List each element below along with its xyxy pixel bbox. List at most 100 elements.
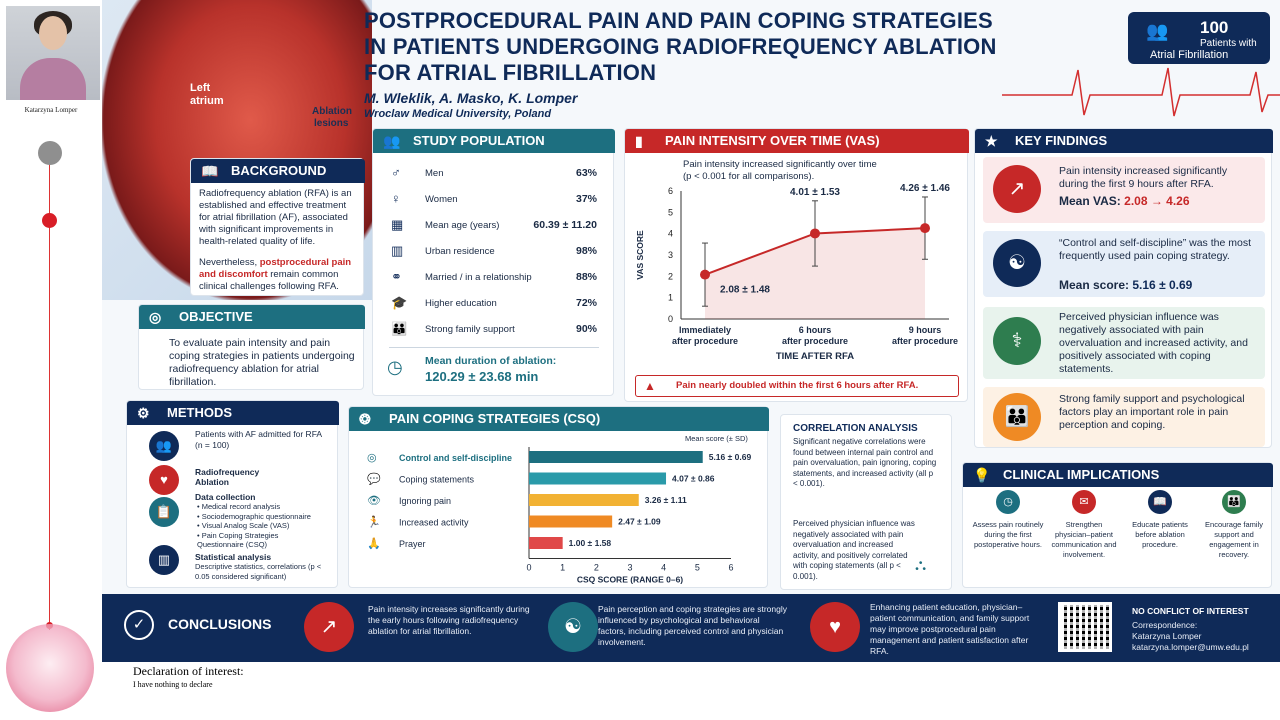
area-fill <box>705 228 925 319</box>
y-tick-label: 1 <box>668 293 673 303</box>
head-brain-icon: ☯ <box>548 602 598 652</box>
brain-icon: ❂ <box>359 411 371 427</box>
population-value: 60.39 ± 11.20 <box>533 219 597 231</box>
data-label: 3.26 ± 1.11 <box>645 495 687 505</box>
x-tick-label: 0 <box>526 563 531 573</box>
background-header: 📖 BACKGROUND <box>191 159 365 183</box>
csq-legend: Mean score (± SD) <box>685 434 748 443</box>
methods-step-3-list: • Medical record analysis • Sociodemogra… <box>197 502 311 549</box>
category-icon: 💬 <box>367 473 381 486</box>
objective-header: ◎ OBJECTIVE <box>139 305 365 329</box>
gear-icon: ⚙ <box>137 405 150 421</box>
implication-3: 📖 Educate patients before ablation proced… <box>1124 490 1196 550</box>
book-icon: 📖 <box>1148 490 1172 514</box>
csq-title: PAIN COPING STRATEGIES (CSQ) <box>389 411 601 426</box>
population-label: Strong family support <box>425 324 515 335</box>
population-value: 88% <box>575 271 597 283</box>
badge-number: 100 <box>1200 18 1229 37</box>
data-label: 1.00 ± 1.58 <box>569 538 612 548</box>
methods-step-1: Patients with AF admitted for RFA (n = 1… <box>195 429 322 450</box>
methods-header: ⚙ METHODS <box>127 401 339 425</box>
finding-1-text: Pain intensity increased significantly d… <box>1059 165 1228 190</box>
progress-marker-red[interactable] <box>42 213 57 228</box>
lightbulb-icon: 💡 <box>973 467 991 483</box>
trend-up-icon: ↗ <box>993 165 1041 213</box>
badge-line-1: Patients with <box>1200 38 1257 49</box>
authors: M. Wleklik, A. Masko, K. Lomper <box>364 90 578 106</box>
poster: Left atrium Ablation lesions POSTPROCEDU… <box>102 0 1280 662</box>
background-text-1: Radiofrequency ablation (RFA) is an esta… <box>199 188 352 247</box>
speaker-video <box>6 6 100 100</box>
left-atrium-label-2: atrium <box>190 95 224 107</box>
y-tick-label: 0 <box>668 314 673 324</box>
x-tick-label: 6 <box>728 563 733 573</box>
category-label: Increased activity <box>399 518 469 528</box>
correlation-text-2: Perceived physician influence was negati… <box>793 519 915 581</box>
heart-people-icon: ♥ <box>810 602 860 652</box>
finding-1-value: Mean VAS: 2.08 → 4.26 <box>1059 194 1190 208</box>
clock-icon: ◷ <box>387 357 403 377</box>
population-header: 👥 STUDY POPULATION <box>373 129 615 153</box>
finding-4-text: Strong family support and psychological … <box>1059 393 1245 431</box>
x-tick-label: Immediately <box>679 325 731 335</box>
population-row: ♀ Women 37% <box>389 189 597 209</box>
progress-marker-gray[interactable] <box>38 141 62 165</box>
findings-card: ★ KEY FINDINGS ↗ Pain intensity increased… <box>974 128 1273 448</box>
implications-header: 💡 CLINICAL IMPLICATIONS <box>963 463 1273 487</box>
x-tick-label: 4 <box>661 563 666 573</box>
chat-icon: ✉ <box>1072 490 1096 514</box>
correspondence-label: Correspondence: <box>1132 620 1198 630</box>
category-label: Ignoring pain <box>399 496 451 506</box>
implication-2: ✉ Strengthen physician–patient communicat… <box>1048 490 1120 560</box>
trend-up-icon: ↗ <box>304 602 354 652</box>
x-tick-label: 5 <box>695 563 700 573</box>
conclusion-1: Pain intensity increases significantly d… <box>368 604 530 636</box>
data-point <box>810 228 820 239</box>
bar <box>529 537 563 549</box>
title-line-3: FOR ATRIAL FIBRILLATION <box>364 60 657 85</box>
y-axis-title: VAS SCORE <box>635 230 645 280</box>
graduation-icon: 🎓 <box>391 295 408 310</box>
implications-title: CLINICAL IMPLICATIONS <box>1003 467 1160 482</box>
y-tick-label: 6 <box>668 186 673 196</box>
duration-label: Mean duration of ablation: <box>425 355 557 367</box>
calendar-icon: ▦ <box>391 217 404 232</box>
population-value: 63% <box>575 167 597 179</box>
population-value: 72% <box>575 297 597 309</box>
correlation-title: CORRELATION ANALYSIS <box>793 423 918 434</box>
vas-note: Pain nearly doubled within the first 6 h… <box>676 380 919 391</box>
background-text-2: Nevertheless, postprocedural pain and di… <box>199 257 352 292</box>
clipboard-icon: 📋 <box>149 497 179 527</box>
data-label: 4.01 ± 1.53 <box>790 187 840 198</box>
population-row: ⚭ Married / in a relationship 88% <box>389 267 597 287</box>
vas-subtitle-2: (p < 0.001 for all comparisons). <box>683 171 815 182</box>
population-value: 98% <box>575 245 597 257</box>
y-tick-label: 4 <box>668 229 673 239</box>
population-row: 👪 Strong family support 90% <box>389 319 597 339</box>
methods-step-3-title: Data collection <box>195 492 256 502</box>
data-point <box>920 223 930 234</box>
vas-title: PAIN INTENSITY OVER TIME (VAS) <box>665 133 880 148</box>
population-title: STUDY POPULATION <box>413 133 545 148</box>
family-icon: 👪 <box>993 393 1041 441</box>
star-icon: ★ <box>985 133 998 149</box>
x-tick-label: 1 <box>560 563 565 573</box>
methods-step-2a: Radiofrequency <box>195 467 260 477</box>
y-tick-label: 5 <box>668 207 673 217</box>
population-label: Urban residence <box>425 246 495 257</box>
csq-bar-chart: ◎ Control and self-discipline 5.16 ± 0.69 💬… <box>367 447 752 585</box>
correspondence-name: Katarzyna Lomper <box>1132 631 1202 641</box>
data-point <box>700 269 710 280</box>
correlation-card: CORRELATION ANALYSIS Significant negativ… <box>780 414 952 590</box>
finding-2-text: “Control and self-discipline” was the mo… <box>1059 237 1251 262</box>
poster-title: POSTPROCEDURAL PAIN AND PAIN COPING STRA… <box>364 8 1124 86</box>
data-label: 5.16 ± 0.69 <box>709 452 752 462</box>
building-icon: ▥ <box>391 243 404 258</box>
rings-icon: ⚭ <box>391 269 402 284</box>
correspondence-email[interactable]: katarzyna.lomper@umw.edu.pl <box>1132 642 1249 652</box>
population-label: Higher education <box>425 298 497 309</box>
x-tick-label: 6 hours <box>799 325 832 335</box>
population-row: ▦ Mean age (years) 60.39 ± 11.20 <box>389 215 597 235</box>
ecg-line-icon <box>1002 67 1280 117</box>
qr-code[interactable] <box>1058 602 1112 652</box>
